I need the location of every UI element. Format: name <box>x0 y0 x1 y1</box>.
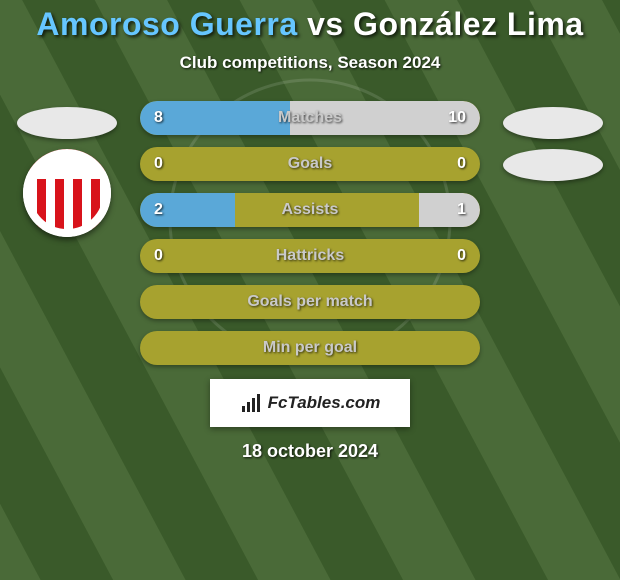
watermark-icon <box>240 392 262 414</box>
stat-row: Min per goal <box>140 331 480 365</box>
stat-bar-right <box>419 193 480 227</box>
player1-name: Amoroso Guerra <box>36 6 297 42</box>
stat-value-left: 0 <box>154 155 163 173</box>
watermark: FcTables.com <box>210 379 410 427</box>
content-wrapper: Amoroso Guerra vs González Lima Club com… <box>0 0 620 462</box>
stat-row: 0 0 Goals <box>140 147 480 181</box>
stat-label: Hattricks <box>276 247 344 265</box>
stat-label: Matches <box>278 109 342 127</box>
watermark-text: FcTables.com <box>268 393 381 413</box>
page-title: Amoroso Guerra vs González Lima <box>0 6 620 43</box>
stat-value-left: 8 <box>154 109 163 127</box>
stat-row: 0 0 Hattricks <box>140 239 480 273</box>
stat-value-left: 0 <box>154 247 163 265</box>
stat-label: Goals <box>288 155 332 173</box>
title-vs: vs <box>307 6 344 42</box>
main-row: 8 10 Matches 0 0 Goals 2 1 Assists 0 0 Hattricks Goa… <box>0 101 620 365</box>
player2-column <box>498 101 608 181</box>
stat-row: 2 1 Assists <box>140 193 480 227</box>
player2-photo-oval-2 <box>503 149 603 181</box>
stat-row: 8 10 Matches <box>140 101 480 135</box>
date: 18 october 2024 <box>0 441 620 462</box>
stat-value-right: 0 <box>457 155 466 173</box>
player1-photo-oval <box>17 107 117 139</box>
player1-club-badge <box>23 149 111 237</box>
club-badge-svg <box>23 149 111 237</box>
stat-value-right: 10 <box>448 109 466 127</box>
stat-value-right: 0 <box>457 247 466 265</box>
stat-label: Min per goal <box>263 339 357 357</box>
stat-row: Goals per match <box>140 285 480 319</box>
stat-label: Goals per match <box>247 293 372 311</box>
player2-name: González Lima <box>353 6 584 42</box>
subtitle: Club competitions, Season 2024 <box>0 53 620 73</box>
stat-value-left: 2 <box>154 201 163 219</box>
player2-photo-oval-1 <box>503 107 603 139</box>
player1-column <box>12 101 122 237</box>
stat-value-right: 1 <box>457 201 466 219</box>
stats-container: 8 10 Matches 0 0 Goals 2 1 Assists 0 0 Hattricks Goa… <box>140 101 480 365</box>
stat-label: Assists <box>282 201 339 219</box>
